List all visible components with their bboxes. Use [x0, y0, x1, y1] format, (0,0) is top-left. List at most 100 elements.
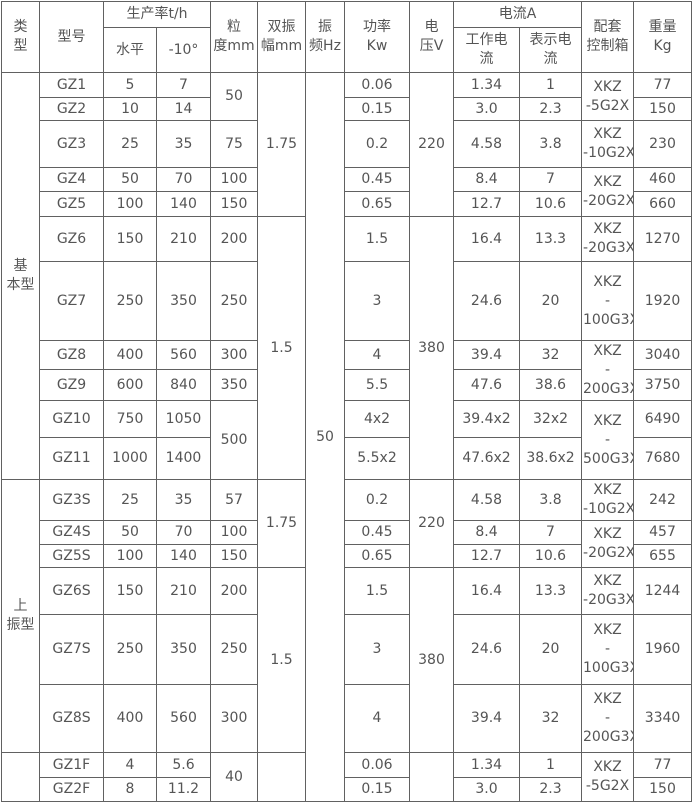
- horizontal-cell: 50: [103, 167, 157, 192]
- header-horizontal: 水平: [103, 27, 157, 73]
- power-cell: 0.45: [344, 167, 410, 192]
- control-box-cell: XKZ -20G2X: [581, 520, 635, 568]
- particle-cell: 150: [210, 191, 258, 217]
- header-display-current: 表示电 流: [518, 27, 583, 73]
- model-cell: GZ1: [39, 72, 104, 98]
- particle-cell: 100: [210, 520, 258, 545]
- section-label-upper: 上 振型: [1, 479, 40, 753]
- working-current-cell: 47.6x2: [453, 437, 520, 480]
- header-row-2: 水平 -10° 工作电 流 表示电 流: [2, 27, 692, 73]
- working-current-cell: 39.4x2: [453, 400, 520, 438]
- header-control-box: 配套 控制箱: [581, 1, 635, 73]
- power-cell: 1.5: [344, 216, 410, 262]
- power-cell: 4: [344, 684, 410, 753]
- amplitude-cell: 1.75: [257, 72, 306, 217]
- incline-cell: 35: [156, 479, 211, 521]
- power-cell: 5.5x2: [344, 437, 410, 480]
- control-box-cell: XKZ -20G3X: [581, 216, 635, 262]
- particle-cell: 40: [210, 752, 258, 802]
- working-current-cell: 4.58: [453, 120, 520, 168]
- header-incline: -10°: [156, 27, 211, 73]
- display-current-cell: 1: [518, 72, 583, 98]
- model-cell: GZ2: [39, 97, 104, 121]
- section-label-basic: 基 本型: [1, 72, 40, 480]
- working-current-cell: 24.6: [453, 261, 520, 341]
- header-working-current: 工作电 流: [453, 27, 520, 73]
- table-row: GZ5S 100 140 150 0.65 12.7 10.6 655: [2, 544, 693, 568]
- horizontal-cell: 600: [103, 369, 157, 401]
- horizontal-cell: 400: [103, 684, 157, 753]
- amplitude-cell: [257, 752, 306, 802]
- display-current-cell: 32: [518, 340, 583, 370]
- particle-cell: 75: [210, 120, 258, 168]
- display-current-cell: 38.6: [518, 369, 583, 401]
- particle-cell: 250: [210, 614, 258, 685]
- display-current-cell: 38.6x2: [518, 437, 583, 480]
- working-current-cell: 16.4: [453, 567, 520, 615]
- working-current-cell: 16.4: [453, 216, 520, 262]
- amplitude-cell: 1.5: [257, 567, 306, 753]
- control-box-cell: XKZ -20G2X: [581, 167, 635, 217]
- incline-cell: 70: [156, 520, 211, 545]
- control-box-cell: XKZ -10G2X: [581, 479, 635, 521]
- model-cell: GZ5: [39, 191, 104, 217]
- control-box-cell: XKZ -5G2X: [581, 72, 635, 121]
- display-current-cell: 13.3: [518, 567, 583, 615]
- weight-cell: 3340: [633, 684, 693, 753]
- horizontal-cell: 5: [103, 72, 157, 98]
- table-row: GZ4S 50 70 100 0.45 8.4 7 XKZ -20G2X 457: [2, 520, 693, 568]
- model-cell: GZ9: [39, 369, 104, 401]
- particle-cell: 50: [210, 72, 258, 121]
- table-row: GZ4 50 70 100 0.45 8.4 7 XKZ -20G2X 460: [2, 167, 693, 217]
- weight-cell: 1920: [633, 261, 693, 341]
- header-weight: 重量 Kg: [633, 1, 693, 73]
- horizontal-cell: 150: [103, 216, 157, 262]
- weight-cell: 77: [633, 752, 693, 778]
- display-current-cell: 3.8: [518, 120, 583, 168]
- incline-cell: 11.2: [156, 777, 211, 802]
- power-cell: 0.2: [344, 479, 410, 521]
- horizontal-cell: 1000: [103, 437, 157, 480]
- incline-cell: 140: [156, 191, 211, 217]
- control-box-cell: XKZ -5G2X: [581, 752, 635, 802]
- incline-cell: 210: [156, 567, 211, 615]
- weight-cell: 3750: [633, 369, 693, 401]
- incline-cell: 35: [156, 120, 211, 168]
- display-current-cell: 10.6: [518, 544, 583, 568]
- weight-cell: 660: [633, 191, 693, 217]
- table-row: GZ9 600 840 350 5.5 47.6 38.6 3750: [2, 369, 693, 401]
- particle-cell: 200: [210, 216, 258, 262]
- power-cell: 3: [344, 614, 410, 685]
- table-row: 上 振型 GZ3S 25 35 57 1.75 0.2 220 4.58 3.8…: [1, 479, 693, 753]
- weight-cell: 7680: [633, 437, 693, 480]
- model-cell: GZ1F: [39, 752, 104, 778]
- header-production-rate: 生产率t/h: [103, 1, 211, 28]
- horizontal-cell: 100: [103, 544, 157, 568]
- header-particle-size: 粒 度mm: [210, 1, 258, 73]
- power-cell: 0.15: [344, 777, 410, 802]
- incline-cell: 560: [156, 340, 211, 370]
- model-cell: GZ7: [39, 261, 104, 341]
- model-cell: GZ8S: [39, 684, 104, 753]
- table-row: GZ3 25 35 75 0.2 4.58 3.8 XKZ -10G2X 230: [2, 120, 693, 168]
- amplitude-cell: 1.75: [257, 479, 306, 568]
- table-row: GZ7S 250 350 250 3 24.6 20 XKZ - 100G3X …: [2, 614, 693, 685]
- incline-cell: 1400: [156, 437, 211, 480]
- model-cell: GZ6S: [39, 567, 104, 615]
- header-double-amplitude: 双振 幅mm: [257, 1, 306, 73]
- power-cell: 0.06: [344, 752, 410, 778]
- particle-cell: 150: [210, 544, 258, 568]
- weight-cell: 655: [633, 544, 693, 568]
- model-cell: GZ6: [39, 216, 104, 262]
- incline-cell: 7: [156, 72, 211, 98]
- control-box-cell: XKZ - 500G3X: [581, 400, 635, 480]
- horizontal-cell: 50: [103, 520, 157, 545]
- weight-cell: 242: [633, 479, 693, 521]
- control-box-cell: XKZ - 200G3X: [581, 340, 635, 401]
- weight-cell: 1960: [633, 614, 693, 685]
- table-row: GZ10 750 1050 500 4x2 39.4x2 32x2 XKZ - …: [2, 400, 693, 480]
- display-current-cell: 2.3: [518, 97, 583, 121]
- incline-cell: 70: [156, 167, 211, 192]
- incline-cell: 1050: [156, 400, 211, 438]
- header-current-group: 电流A: [452, 1, 583, 28]
